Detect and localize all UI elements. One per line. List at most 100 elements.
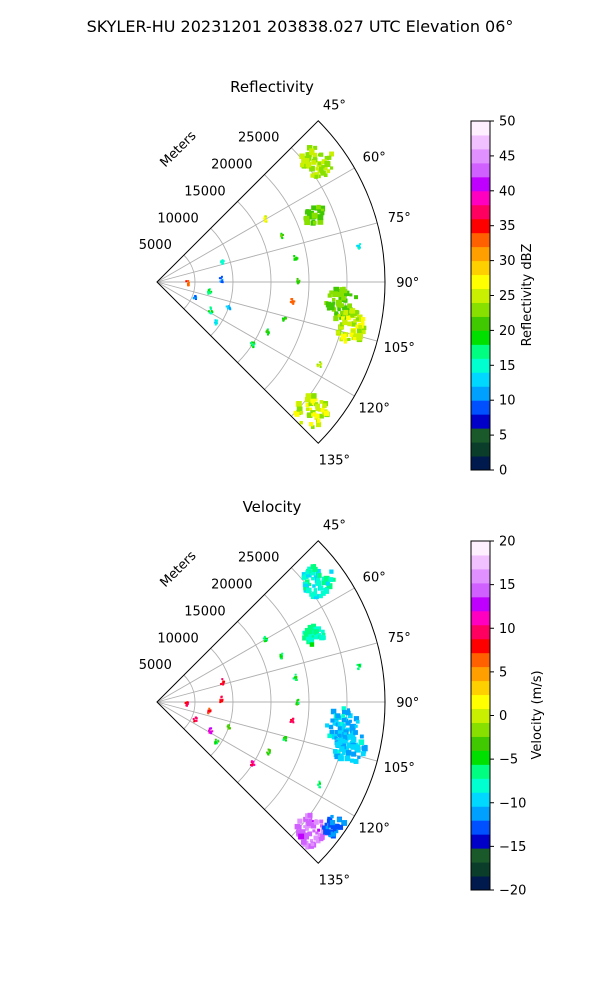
reflectivity-colorbar-label: Reflectivity dBZ (520, 244, 535, 347)
velocity-colorbar-segment (471, 610, 490, 626)
velocity-colorbar-tick-label: −20 (499, 884, 526, 899)
reflectivity-range-tick-label: 10000 (157, 211, 198, 226)
reflectivity-colorbar-segment (471, 456, 490, 471)
reflectivity-colorbar-segment (471, 302, 490, 317)
reflectivity-azimuth-tick-label: 75° (388, 211, 411, 226)
reflectivity-echo (335, 308, 367, 344)
reflectivity-colorbar-segment (471, 218, 490, 234)
velocity-colorbar-segment (471, 666, 490, 682)
velocity-azimuth-tick-label: 120° (359, 821, 390, 836)
velocity-range-tick-label: 5000 (139, 658, 172, 673)
velocity-colorbar-segment (471, 568, 490, 584)
reflectivity-azimuth-tick-label: 90° (396, 276, 419, 291)
reflectivity-echo (185, 279, 190, 287)
velocity-colorbar-tick-label: −15 (499, 840, 526, 855)
reflectivity-colorbar-segment (471, 190, 490, 206)
velocity-colorbar-segment (471, 834, 490, 849)
velocity-echo (302, 623, 326, 647)
reflectivity-echo (265, 328, 270, 336)
velocity-range-tick-label: 20000 (211, 578, 252, 593)
velocity-colorbar-segment (471, 792, 490, 807)
reflectivity-colorbar-segment (471, 386, 490, 401)
velocity-colorbar-label: Velocity (m/s) (530, 670, 545, 759)
reflectivity-echo (279, 232, 284, 240)
velocity-colorbar-tick-label: −10 (499, 796, 526, 811)
reflectivity-echo (207, 288, 213, 295)
reflectivity-colorbar-tick-label: 30 (499, 254, 516, 269)
velocity-echo (279, 652, 284, 660)
velocity-colorbar-segment (471, 652, 490, 668)
reflectivity-colorbar-segment (471, 260, 490, 276)
velocity-colorbar-segment (471, 582, 490, 598)
reflectivity-panel: Reflectivity 45°60°75°90°105°120°135°500… (139, 78, 535, 479)
velocity-echo (214, 738, 220, 745)
reflectivity-azimuth-spoke (156, 281, 355, 397)
velocity-echo (184, 701, 190, 707)
reflectivity-echoes (185, 145, 367, 429)
velocity-range-axis-label: Meters (158, 548, 200, 590)
reflectivity-sector-outline (156, 120, 386, 444)
velocity-range-tick-label: 15000 (184, 604, 225, 619)
velocity-polar-grid (156, 567, 385, 837)
velocity-azimuth-tick-label: 105° (384, 761, 415, 776)
reflectivity-colorbar-segment (471, 372, 490, 387)
velocity-echo (226, 724, 231, 730)
reflectivity-echo (220, 259, 225, 265)
velocity-colorbar-tick-label: 0 (499, 709, 507, 724)
reflectivity-echo (316, 361, 323, 368)
reflectivity-colorbar-tick-label: 5 (499, 429, 507, 444)
velocity-echo (250, 760, 256, 767)
velocity-colorbar-tick-label: 15 (499, 578, 516, 593)
velocity-colorbar-tick-label: 5 (499, 665, 507, 680)
velocity-colorbar-segment (471, 554, 490, 570)
reflectivity-colorbar-segment (471, 288, 490, 303)
reflectivity-colorbar-segment (471, 316, 490, 331)
velocity-echo (282, 735, 288, 742)
reflectivity-echo (249, 341, 256, 349)
reflectivity-colorbar-tick-label: 50 (499, 115, 516, 130)
velocity-azimuth-spoke (156, 701, 355, 817)
reflectivity-range-axis-label: Meters (158, 128, 200, 170)
reflectivity-title: Reflectivity (230, 78, 314, 96)
reflectivity-echo (303, 204, 326, 226)
velocity-azimuth-tick-label: 90° (396, 696, 419, 711)
reflectivity-echo (281, 316, 288, 322)
reflectivity-echo (289, 297, 296, 305)
reflectivity-echo (218, 275, 224, 284)
reflectivity-echo (296, 277, 301, 285)
velocity-colorbar-segment (471, 848, 490, 863)
velocity-echo (192, 716, 198, 723)
velocity-azimuth-spoke (156, 642, 378, 703)
velocity-azimuth-spoke (156, 587, 355, 703)
velocity-sector-frame (156, 540, 386, 864)
reflectivity-range-tick-label: 25000 (238, 131, 279, 146)
velocity-azimuth-tick-label: 135° (319, 873, 350, 888)
reflectivity-echo (356, 243, 362, 250)
reflectivity-azimuth-tick-label: 135° (319, 453, 350, 468)
velocity-colorbar-segment (471, 638, 490, 654)
velocity-echo (207, 707, 212, 715)
velocity-range-tick-label: 10000 (157, 631, 198, 646)
velocity-colorbar-segment (471, 764, 490, 779)
velocity-axis-labels: 45° 60° 75° 90° 105° 120° 135° 5000 10000 15000 20… (139, 519, 420, 889)
reflectivity-polar-grid (156, 147, 385, 417)
velocity-echo (208, 727, 214, 735)
reflectivity-axis-labels: 45° 60° 75° 90° 105° 120° 135° 5000 10000 15000 20… (139, 99, 420, 469)
reflectivity-colorbar-segment (471, 428, 490, 443)
velocity-colorbar-segment (471, 736, 490, 751)
reflectivity-azimuth-spoke (156, 167, 355, 283)
reflectivity-echo (213, 319, 219, 326)
reflectivity-range-tick-label: 20000 (211, 158, 252, 173)
reflectivity-colorbar-tick-label: 45 (499, 149, 516, 164)
velocity-colorbar-segment (471, 820, 490, 835)
velocity-colorbar-tick-label: 10 (499, 622, 516, 637)
reflectivity-colorbar-segment (471, 344, 490, 359)
figure-title: SKYLER-HU 20231201 203838.027 UTC Elevat… (87, 17, 514, 36)
reflectivity-colorbar-tick-label: 20 (499, 324, 516, 339)
velocity-colorbar-segment (471, 750, 490, 765)
reflectivity-colorbar-segment (471, 176, 490, 192)
reflectivity-colorbar-segment (471, 274, 490, 290)
reflectivity-colorbar-tick-label: 0 (499, 464, 507, 479)
velocity-range-tick-label: 25000 (238, 551, 279, 566)
